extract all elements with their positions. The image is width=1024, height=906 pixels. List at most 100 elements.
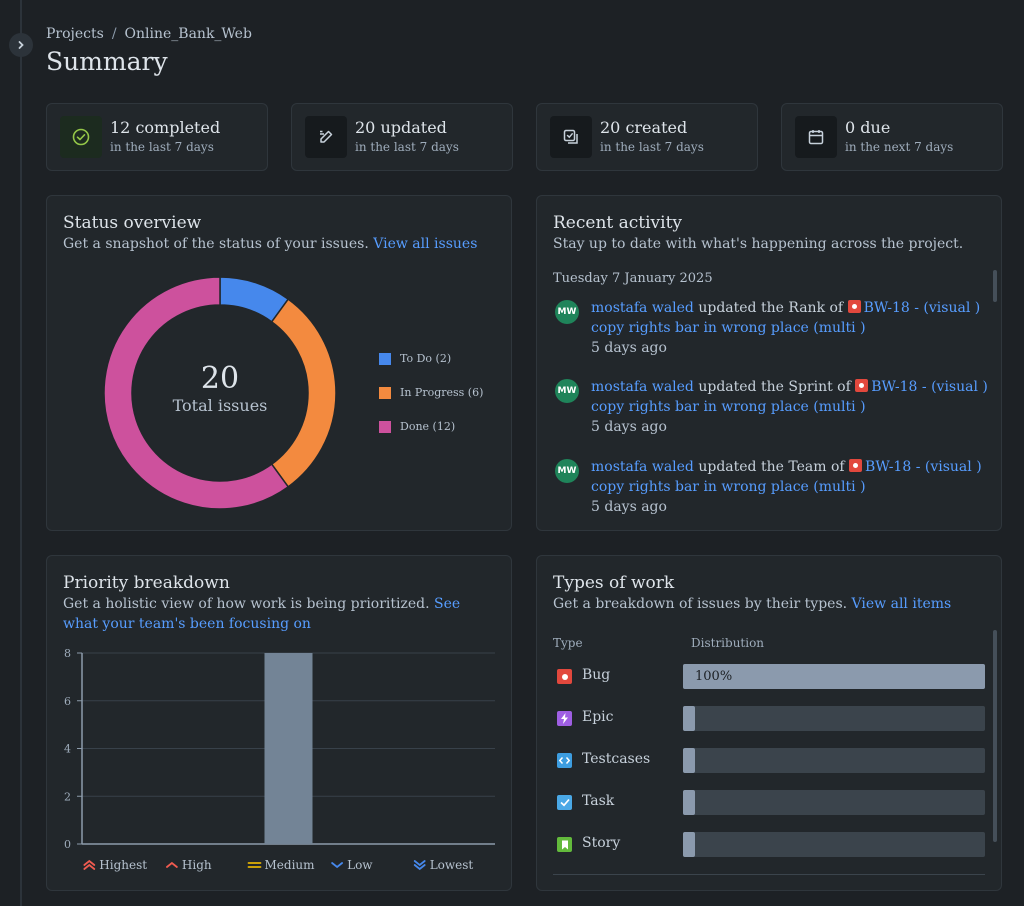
distribution-bar[interactable]: [683, 832, 985, 857]
column-header-distribution: Distribution: [691, 636, 765, 650]
status-overview-title: Status overview: [63, 213, 202, 233]
legend-swatch: [379, 420, 391, 433]
type-row-bug: Bug 100%: [557, 664, 987, 690]
breadcrumb-separator: /: [111, 26, 117, 42]
activity-user-link[interactable]: mostafa waled: [591, 379, 694, 395]
avatar: MW: [555, 300, 579, 324]
activity-user-link[interactable]: mostafa waled: [591, 300, 694, 316]
calendar-icon: [795, 116, 837, 158]
column-header-type: Type: [553, 636, 583, 650]
legend-done[interactable]: Done (12): [379, 420, 455, 433]
create-checklist-icon: [550, 116, 592, 158]
priority-breakdown-subtitle: Get a holistic view of how work is being…: [63, 594, 493, 634]
activity-action: updated the Sprint of: [698, 379, 851, 395]
types-description: Get a breakdown of issues by their types…: [553, 596, 848, 612]
task-check-icon: [557, 795, 572, 810]
type-row-testcases: Testcases: [557, 748, 987, 774]
stat-card-due: 0 due in the next 7 days: [781, 103, 1003, 171]
donut-center: 20 Total issues: [100, 362, 340, 416]
priority-description: Get a holistic view of how work is being…: [63, 596, 430, 612]
types-of-work-panel: Types of work Get a breakdown of issues …: [536, 555, 1002, 891]
distribution-fill: [683, 706, 695, 731]
activity-action: updated the Rank of: [698, 300, 844, 316]
recent-activity-subtitle: Stay up to date with what's happening ac…: [553, 236, 964, 252]
x-tick-label: Highest: [99, 858, 147, 872]
type-row-epic: Epic: [557, 706, 987, 732]
activity-text: mostafa waled updated the Sprint of BW-1…: [591, 377, 991, 437]
distribution-bar[interactable]: 100%: [683, 664, 985, 689]
activity-user-link[interactable]: mostafa waled: [591, 459, 694, 475]
sidebar-rail: [0, 0, 22, 906]
activity-time: 5 days ago: [591, 499, 667, 515]
types-of-work-subtitle: Get a breakdown of issues by their types…: [553, 594, 993, 614]
bug-icon: [855, 379, 869, 392]
distribution-bar[interactable]: [683, 790, 985, 815]
chevron-right-icon: [18, 41, 24, 49]
breadcrumb-project[interactable]: Online_Bank_Web: [124, 26, 252, 42]
avatar: MW: [555, 459, 579, 483]
legend-swatch: [379, 386, 391, 399]
priority-breakdown-title: Priority breakdown: [63, 573, 230, 593]
distribution-fill: [683, 790, 695, 815]
legend-swatch: [379, 352, 391, 365]
recent-activity-title: Recent activity: [553, 213, 683, 233]
view-all-items-link[interactable]: View all items: [851, 596, 952, 612]
check-circle-icon: [60, 116, 102, 158]
chevron-double-up-icon: [83, 859, 96, 870]
status-overview-subtitle: Get a snapshot of the status of your iss…: [63, 234, 503, 254]
priority-bar-chart: 0 2 4 6 8 Highest High Medium Low Lowest: [64, 647, 495, 872]
distribution-fill: [683, 748, 695, 773]
activity-issue-link[interactable]: BW-18 - (visual ) copy rights bar in wro…: [591, 379, 988, 415]
breadcrumb: Projects / Online_Bank_Web: [46, 26, 252, 42]
equals-icon: [247, 862, 262, 868]
type-row-task: Task: [557, 790, 987, 816]
bug-icon: [849, 459, 863, 472]
breadcrumb-projects[interactable]: Projects: [46, 26, 104, 42]
activity-issue-link[interactable]: BW-18 - (visual ) copy rights bar in wro…: [591, 300, 981, 336]
activity-issue-link[interactable]: BW-18 - (visual ) copy rights bar in wro…: [591, 459, 982, 495]
status-donut-chart: [103, 276, 337, 510]
testcase-code-icon: [557, 753, 572, 768]
x-tick-label: High: [182, 858, 212, 872]
stat-value: 20 updated: [355, 118, 447, 137]
types-scrollbar[interactable]: [993, 630, 997, 842]
type-label: Task: [582, 793, 615, 809]
total-issues-label: Total issues: [172, 396, 268, 415]
bar[interactable]: [264, 653, 313, 844]
distribution-bar[interactable]: [683, 748, 985, 773]
legend-label: In Progress (6): [400, 386, 484, 399]
priority-breakdown-panel: Priority breakdown Get a holistic view o…: [46, 555, 512, 891]
page-title: Summary: [46, 47, 168, 76]
x-tick-label: Medium: [265, 858, 316, 872]
type-row-story: Story: [557, 832, 987, 858]
epic-lightning-icon: [557, 711, 572, 726]
distribution-fill: [683, 832, 695, 857]
recent-activity-panel: Recent activity Stay up to date with wha…: [536, 195, 1002, 531]
type-label: Bug: [582, 667, 611, 683]
activity-time: 5 days ago: [591, 419, 667, 435]
see-focus-link[interactable]: See what your team's been focusing on: [63, 596, 461, 632]
legend-label: Done (12): [400, 420, 456, 433]
chevron-up-icon: [166, 861, 178, 868]
types-of-work-title: Types of work: [553, 573, 675, 593]
y-tick-label: 4: [64, 743, 71, 756]
story-bookmark-icon: [557, 837, 572, 852]
distribution-fill: 100%: [683, 664, 985, 689]
view-all-issues-link[interactable]: View all issues: [373, 236, 478, 252]
bug-icon: [847, 300, 861, 313]
stat-subtitle: in the last 7 days: [355, 140, 459, 154]
status-overview-description: Get a snapshot of the status of your iss…: [63, 236, 369, 252]
x-tick-label: Lowest: [430, 858, 474, 872]
stat-subtitle: in the next 7 days: [845, 140, 954, 154]
legend-in-progress[interactable]: In Progress (6): [379, 386, 483, 399]
table-divider: [553, 874, 985, 875]
expand-sidebar-button[interactable]: [9, 33, 33, 57]
stat-subtitle: in the last 7 days: [110, 140, 214, 154]
legend-todo[interactable]: To Do (2): [379, 352, 451, 365]
stat-subtitle: in the last 7 days: [600, 140, 704, 154]
distribution-bar[interactable]: [683, 706, 985, 731]
stat-value: 20 created: [600, 118, 688, 137]
activity-date: Tuesday 7 January 2025: [553, 271, 713, 286]
activity-scrollbar[interactable]: [993, 270, 997, 302]
donut-segment[interactable]: [103, 276, 290, 510]
